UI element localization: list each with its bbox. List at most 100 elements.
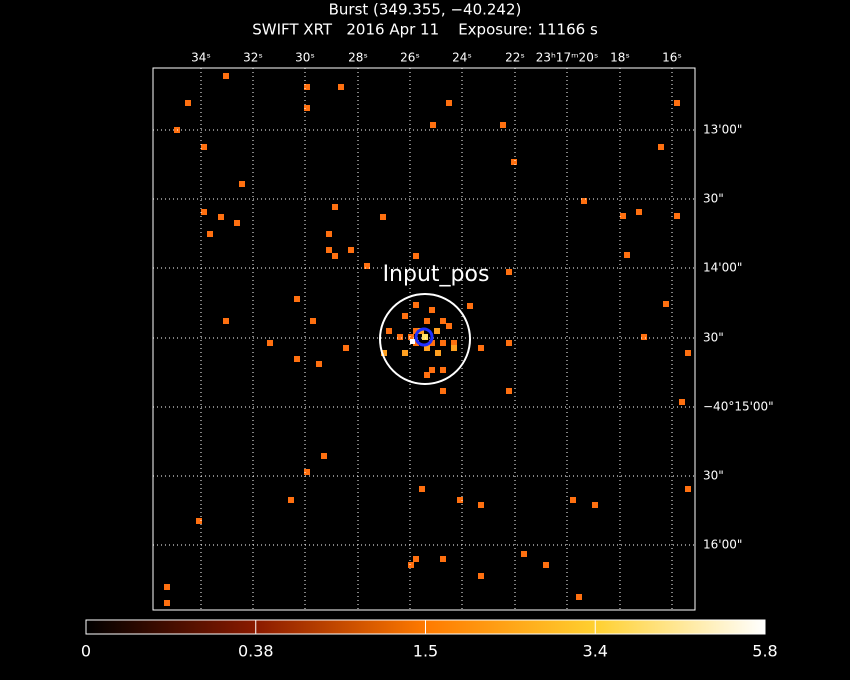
pixel xyxy=(321,453,327,459)
pixel xyxy=(440,318,446,324)
subtitle: SWIFT XRT 2016 Apr 11 Exposure: 11166 s xyxy=(252,21,598,39)
pixel xyxy=(338,84,344,90)
pixel xyxy=(451,345,457,351)
pixel xyxy=(511,159,517,165)
pixel xyxy=(326,247,332,253)
pixel xyxy=(381,350,387,356)
top-tick-label: 30ˢ xyxy=(295,51,315,65)
colorbar-label: 0.38 xyxy=(238,642,274,661)
pixel xyxy=(658,144,664,150)
image-pixels xyxy=(164,73,691,606)
pixel xyxy=(207,231,213,237)
pixel xyxy=(294,356,300,362)
pixel xyxy=(636,209,642,215)
colorbar-label: 0 xyxy=(81,642,91,661)
pixel xyxy=(478,345,484,351)
colorbar-label: 3.4 xyxy=(583,642,608,661)
annotation: Input_pos xyxy=(383,262,490,287)
pixel xyxy=(581,198,587,204)
pixel xyxy=(288,497,294,503)
pixel xyxy=(451,340,457,346)
pixel xyxy=(440,388,446,394)
pixel xyxy=(223,73,229,79)
pixel xyxy=(592,502,598,508)
pixel xyxy=(364,263,370,269)
pixel xyxy=(332,204,338,210)
top-tick-label: 28ˢ xyxy=(348,51,368,65)
pixel xyxy=(434,328,440,334)
pixel xyxy=(316,361,322,367)
pixel xyxy=(196,518,202,524)
top-tick-label: 34ˢ xyxy=(191,51,211,65)
pixel xyxy=(386,328,392,334)
pixel xyxy=(234,220,240,226)
pixel xyxy=(413,340,419,346)
pixel xyxy=(576,594,582,600)
grid: 34ˢ 32ˢ 30ˢ 28ˢ 26ˢ 24ˢ 22ˢ 23ʰ17ᵐ20ˢ 18ˢ 16ˢ 13'0… xyxy=(153,51,774,610)
pixel xyxy=(164,600,170,606)
pixel xyxy=(570,497,576,503)
top-tick-label: 32ˢ xyxy=(243,51,263,65)
pixel xyxy=(410,339,415,344)
pixel xyxy=(457,497,463,503)
pixel xyxy=(506,388,512,394)
top-tick-label: 26ˢ xyxy=(400,51,420,65)
pixel xyxy=(620,213,626,219)
right-tick-label: 30" xyxy=(703,469,724,483)
pixel xyxy=(685,350,691,356)
pixel xyxy=(380,214,386,220)
pixel xyxy=(506,269,512,275)
error-circle xyxy=(379,293,471,385)
pixel xyxy=(641,334,647,340)
top-tick-label: 16ˢ xyxy=(662,51,682,65)
pixel xyxy=(413,556,419,562)
pixel xyxy=(429,340,435,346)
pixel xyxy=(478,502,484,508)
pixel xyxy=(521,551,527,557)
pixel xyxy=(218,214,224,220)
top-tick-label: 22ˢ xyxy=(505,51,525,65)
pixel xyxy=(343,345,349,351)
top-tick-label: 23ʰ17ᵐ20ˢ xyxy=(536,51,599,65)
pixel xyxy=(446,100,452,106)
pixel xyxy=(679,399,685,405)
top-tick-label: 18ˢ xyxy=(610,51,630,65)
pixel xyxy=(332,253,338,259)
pixel xyxy=(164,584,170,590)
pixel xyxy=(543,562,549,568)
pixel xyxy=(408,562,414,568)
pixel xyxy=(185,100,191,106)
pixel xyxy=(500,122,506,128)
pixel xyxy=(413,253,419,259)
plot-frame xyxy=(152,67,696,611)
pixel xyxy=(310,318,316,324)
colorbar-labels: 0 0.38 1.5 3.4 5.8 xyxy=(81,620,778,661)
pixel xyxy=(408,334,414,340)
pixel xyxy=(294,296,300,302)
pixel xyxy=(430,122,436,128)
right-tick-label: 13'00" xyxy=(703,123,742,137)
pixel xyxy=(429,367,435,373)
top-tick-label: 24ˢ xyxy=(452,51,472,65)
title: Burst (349.355, −40.242) xyxy=(329,1,522,19)
colorbar-label: 5.8 xyxy=(752,642,777,661)
pixel xyxy=(201,209,207,215)
pixel xyxy=(440,367,446,373)
pixel xyxy=(674,100,680,106)
pixel xyxy=(440,340,446,346)
pixel xyxy=(348,247,354,253)
pixel xyxy=(424,372,430,378)
pixel xyxy=(304,84,310,90)
pixel xyxy=(402,313,408,319)
pixel xyxy=(424,345,430,351)
source-marker xyxy=(414,327,434,347)
pixel xyxy=(304,469,310,475)
pixel xyxy=(685,486,691,492)
colorbar-label: 1.5 xyxy=(413,642,438,661)
pixel xyxy=(422,334,428,340)
pixel xyxy=(267,340,273,346)
pixel xyxy=(239,181,245,187)
pixel xyxy=(402,350,408,356)
right-tick-label: 14'00" xyxy=(703,261,742,275)
